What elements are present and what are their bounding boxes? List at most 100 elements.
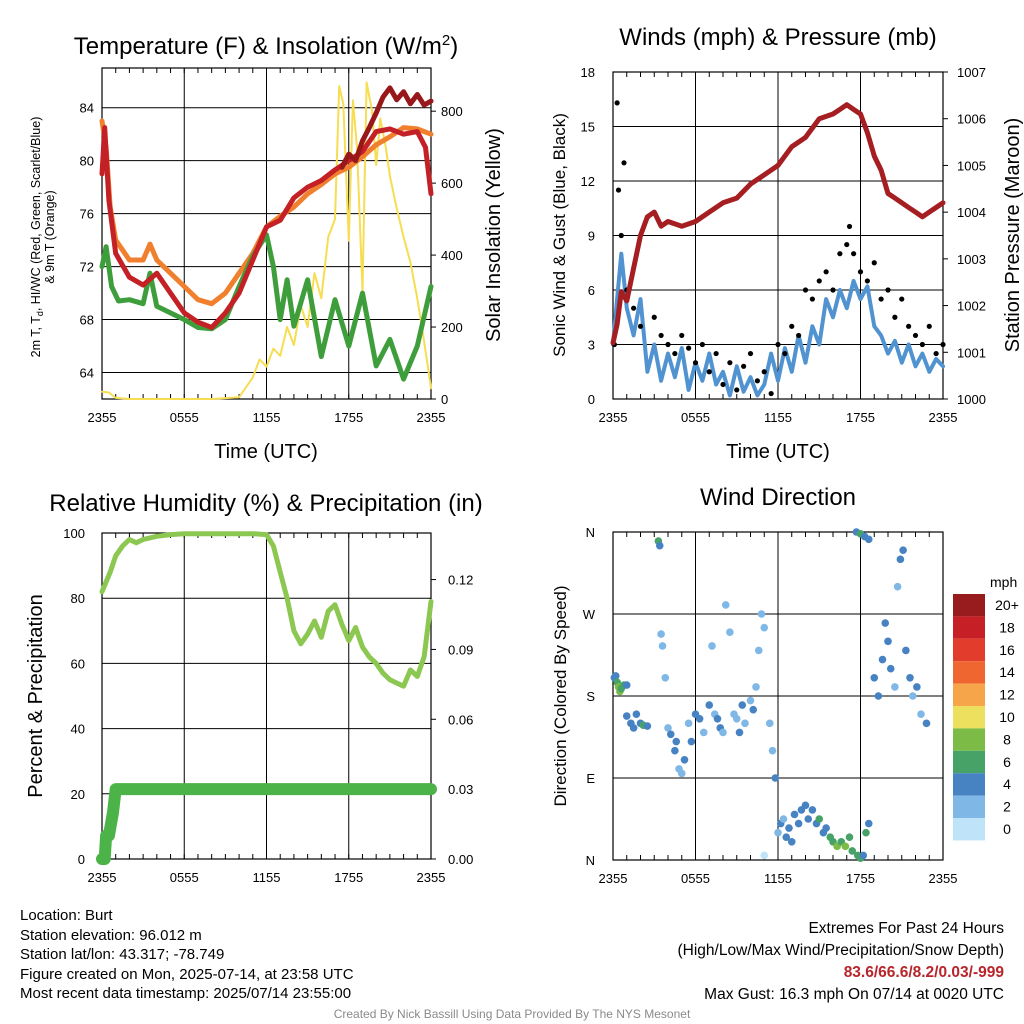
direction-point bbox=[632, 710, 641, 719]
gust-point bbox=[706, 369, 712, 375]
gust-point bbox=[720, 381, 726, 388]
temp-ytick-label: 84 bbox=[80, 101, 94, 116]
direction-ylabel: Direction (Colored By Speed) bbox=[551, 585, 570, 806]
dir-ytick-label: N bbox=[586, 525, 595, 540]
precip-line bbox=[96, 783, 437, 865]
wind-ytick-label: 0 bbox=[588, 392, 595, 407]
gust-point bbox=[846, 223, 853, 230]
direction-point bbox=[822, 824, 830, 832]
rh-ytick-label: 0 bbox=[78, 852, 85, 867]
gust-point bbox=[651, 314, 657, 320]
wind-speed-line bbox=[611, 251, 945, 398]
gust-point bbox=[692, 360, 699, 366]
temp-xtick-label: 1755 bbox=[334, 410, 363, 425]
direction-point bbox=[680, 755, 689, 764]
rh-y2tick-label: 0.03 bbox=[448, 782, 473, 797]
temperature-title: Temperature (F) & Insolation (W/m2) bbox=[74, 32, 458, 60]
winds-xlabel: Time (UTC) bbox=[726, 441, 830, 463]
direction-point bbox=[859, 851, 868, 860]
direction-point bbox=[891, 683, 899, 691]
direction-point bbox=[732, 714, 741, 723]
direction-point bbox=[746, 696, 755, 705]
direction-point bbox=[754, 646, 763, 655]
gust-point bbox=[658, 332, 664, 339]
direction-point bbox=[881, 619, 890, 627]
gust-point bbox=[761, 369, 767, 375]
extremes-subtitle: (High/Low/Max Wind/Precipitation/Snow De… bbox=[677, 942, 1005, 959]
wind-y2tick-label: 1002 bbox=[957, 299, 986, 314]
rh-xtick-label: 2355 bbox=[88, 870, 117, 885]
gust-point bbox=[614, 100, 620, 106]
gust-point bbox=[837, 251, 843, 257]
wind-ytick-label: 6 bbox=[588, 283, 595, 298]
direction-point bbox=[757, 610, 766, 618]
temp-y2tick-label: 600 bbox=[441, 176, 463, 191]
direction-point bbox=[870, 673, 879, 682]
wind-ytick-label: 15 bbox=[581, 120, 595, 135]
colorbar-label: 14 bbox=[999, 664, 1015, 680]
rh-ytick-label: 100 bbox=[63, 526, 85, 541]
direction-point bbox=[664, 724, 672, 732]
wind-xtick-label: 0555 bbox=[681, 410, 710, 425]
direction-point bbox=[713, 714, 722, 723]
direction-point bbox=[719, 728, 727, 737]
direction-point bbox=[804, 815, 813, 823]
temperature-panel: Temperature (F) & Insolation (W/m2) 2m T… bbox=[29, 32, 505, 463]
gust-point bbox=[899, 296, 905, 302]
direction-point bbox=[672, 737, 681, 746]
gust-point bbox=[618, 232, 624, 239]
direction-title: Wind Direction bbox=[700, 484, 856, 511]
temp-ytick-label: 64 bbox=[80, 366, 94, 381]
direction-point bbox=[922, 719, 931, 728]
gust-point bbox=[864, 278, 870, 284]
wind-xtick-label: 1755 bbox=[846, 410, 875, 425]
gust-point bbox=[754, 378, 760, 384]
temp-xtick-label: 1155 bbox=[253, 410, 281, 425]
wind-ytick-label: 9 bbox=[588, 229, 595, 244]
direction-point bbox=[768, 746, 777, 755]
dir-ytick-label: N bbox=[586, 853, 595, 868]
direction-point bbox=[721, 601, 730, 609]
direction-point bbox=[708, 642, 716, 650]
direction-point bbox=[801, 801, 810, 810]
dir-xtick-label: 2355 bbox=[599, 871, 628, 886]
wind-ytick-label: 3 bbox=[588, 338, 595, 353]
colorbar-swatch bbox=[953, 773, 985, 796]
temp-ytick-label: 76 bbox=[80, 207, 94, 222]
svg-text:& 9m T (Orange): & 9m T (Orange) bbox=[43, 190, 57, 283]
station-elevation: Station elevation: 96.012 m bbox=[20, 926, 202, 944]
colorbar-title: mph bbox=[990, 574, 1017, 590]
winds-title: Winds (mph) & Pressure (mb) bbox=[619, 24, 936, 51]
gust-point bbox=[926, 323, 932, 329]
direction-point bbox=[684, 719, 693, 728]
rh-line bbox=[99, 531, 434, 689]
direction-point bbox=[908, 692, 917, 700]
temperature-plot: 2355 0555 1155 1755 2355 64 68 72 76 80 84 0 200 400 6… bbox=[80, 67, 463, 425]
gust-point bbox=[734, 387, 740, 393]
direction-point bbox=[782, 833, 791, 842]
rh-ytick-label: 60 bbox=[71, 656, 85, 671]
rh-y2tick-label: 0.00 bbox=[448, 852, 473, 867]
temp-y2tick-label: 800 bbox=[441, 104, 463, 119]
colorbar-label: 12 bbox=[999, 687, 1015, 703]
dir-ytick-label: S bbox=[586, 689, 595, 704]
rh-ytick-label: 20 bbox=[71, 787, 85, 802]
direction-point bbox=[752, 683, 760, 691]
direction-point bbox=[671, 746, 679, 755]
colorbar-swatch bbox=[953, 706, 985, 729]
colorbar-label: 2 bbox=[1003, 799, 1011, 815]
direction-point bbox=[886, 664, 895, 673]
wind-ytick-label: 12 bbox=[581, 174, 595, 189]
direction-point bbox=[884, 637, 892, 646]
gust-point bbox=[782, 350, 788, 357]
gust-point bbox=[699, 341, 705, 348]
direction-point bbox=[845, 833, 854, 842]
direction-point bbox=[741, 719, 749, 728]
gust-point bbox=[816, 278, 822, 284]
direction-point bbox=[899, 546, 907, 555]
humidity-ylabel: Percent & Precipitation bbox=[25, 594, 47, 797]
wind-y2tick-label: 1006 bbox=[957, 112, 986, 127]
rh-xtick-label: 1155 bbox=[253, 870, 281, 885]
wind-y2tick-label: 1001 bbox=[957, 345, 986, 360]
